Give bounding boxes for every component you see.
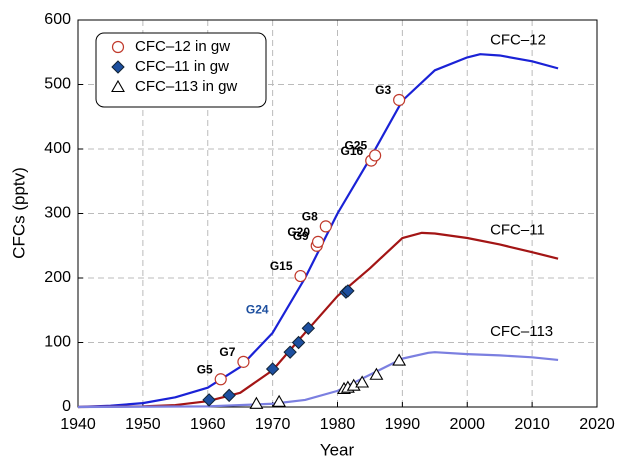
point-label: G7: [219, 345, 235, 359]
point-label: G24: [246, 303, 269, 317]
diamond-marker: [341, 284, 355, 298]
circle-marker: [311, 235, 325, 248]
diamond-marker: [291, 335, 306, 350]
x-tick-label: 1960: [190, 416, 226, 433]
legend: CFC–12 in gw CFC–11 in gw CFC–113 in gw: [95, 32, 267, 108]
point-label: G9: [293, 229, 309, 243]
x-tick-label: 1990: [385, 416, 421, 433]
x-tick-label: 1980: [320, 416, 356, 433]
curve: [77, 351, 559, 409]
diamond-marker: [222, 388, 236, 403]
curve: [77, 53, 559, 409]
diamond-marker: [202, 393, 216, 407]
legend-marker: [111, 79, 125, 93]
circle-marker: [294, 269, 307, 283]
y-tick-label: 100: [44, 334, 71, 351]
x-tick-label: 2000: [449, 416, 485, 433]
triangle-marker: [392, 353, 407, 366]
circle-marker: [369, 149, 382, 162]
legend-box: [95, 32, 267, 108]
y-tick-label: 400: [44, 140, 71, 157]
point-label: G5: [197, 362, 213, 376]
plot-frame: [77, 19, 598, 408]
triangle-marker: [355, 375, 370, 388]
diamond-marker: [301, 321, 316, 336]
point-label: G16: [341, 144, 364, 158]
y-axis-title: CFCs (pptv): [9, 167, 28, 259]
curve: [77, 231, 559, 409]
x-tick-label: 2010: [514, 416, 550, 433]
point-label: G25: [344, 139, 367, 153]
legend-label: CFC–11 in gw: [135, 58, 229, 75]
legend-label: CFC–113 in gw: [135, 78, 237, 95]
point-label: G15: [270, 259, 293, 273]
point-label: G20: [287, 225, 310, 239]
curve-label: CFC–12: [490, 31, 546, 48]
point-label: G8: [302, 210, 318, 224]
legend-marker: [111, 40, 125, 54]
x-axis-title: Year: [320, 440, 355, 459]
point-label: G3: [375, 83, 391, 97]
circle-marker: [393, 93, 406, 107]
x-tick-label: 1940: [60, 416, 96, 433]
circle-marker: [214, 373, 227, 386]
y-tick-label: 500: [44, 76, 71, 93]
curve-label: CFC–11: [490, 222, 545, 239]
diamond-marker: [283, 345, 297, 359]
x-tick-label: 1970: [255, 416, 291, 433]
curve-label: CFC–113: [490, 323, 553, 340]
legend-label: CFC–12 in gw: [135, 38, 230, 55]
diamond-marker: [265, 362, 280, 376]
circle-marker: [319, 220, 332, 233]
x-tick-label: 1950: [125, 416, 161, 433]
triangle-marker: [249, 396, 264, 409]
y-tick-label: 300: [44, 205, 71, 222]
legend-marker: [111, 60, 125, 74]
triangle-marker: [369, 367, 384, 380]
triangle-marker: [272, 394, 287, 407]
y-tick-label: 0: [62, 398, 71, 415]
y-tick-label: 200: [44, 269, 71, 286]
x-tick-label: 2020: [579, 416, 615, 433]
circle-marker: [237, 355, 250, 368]
y-tick-label: 600: [44, 11, 71, 28]
